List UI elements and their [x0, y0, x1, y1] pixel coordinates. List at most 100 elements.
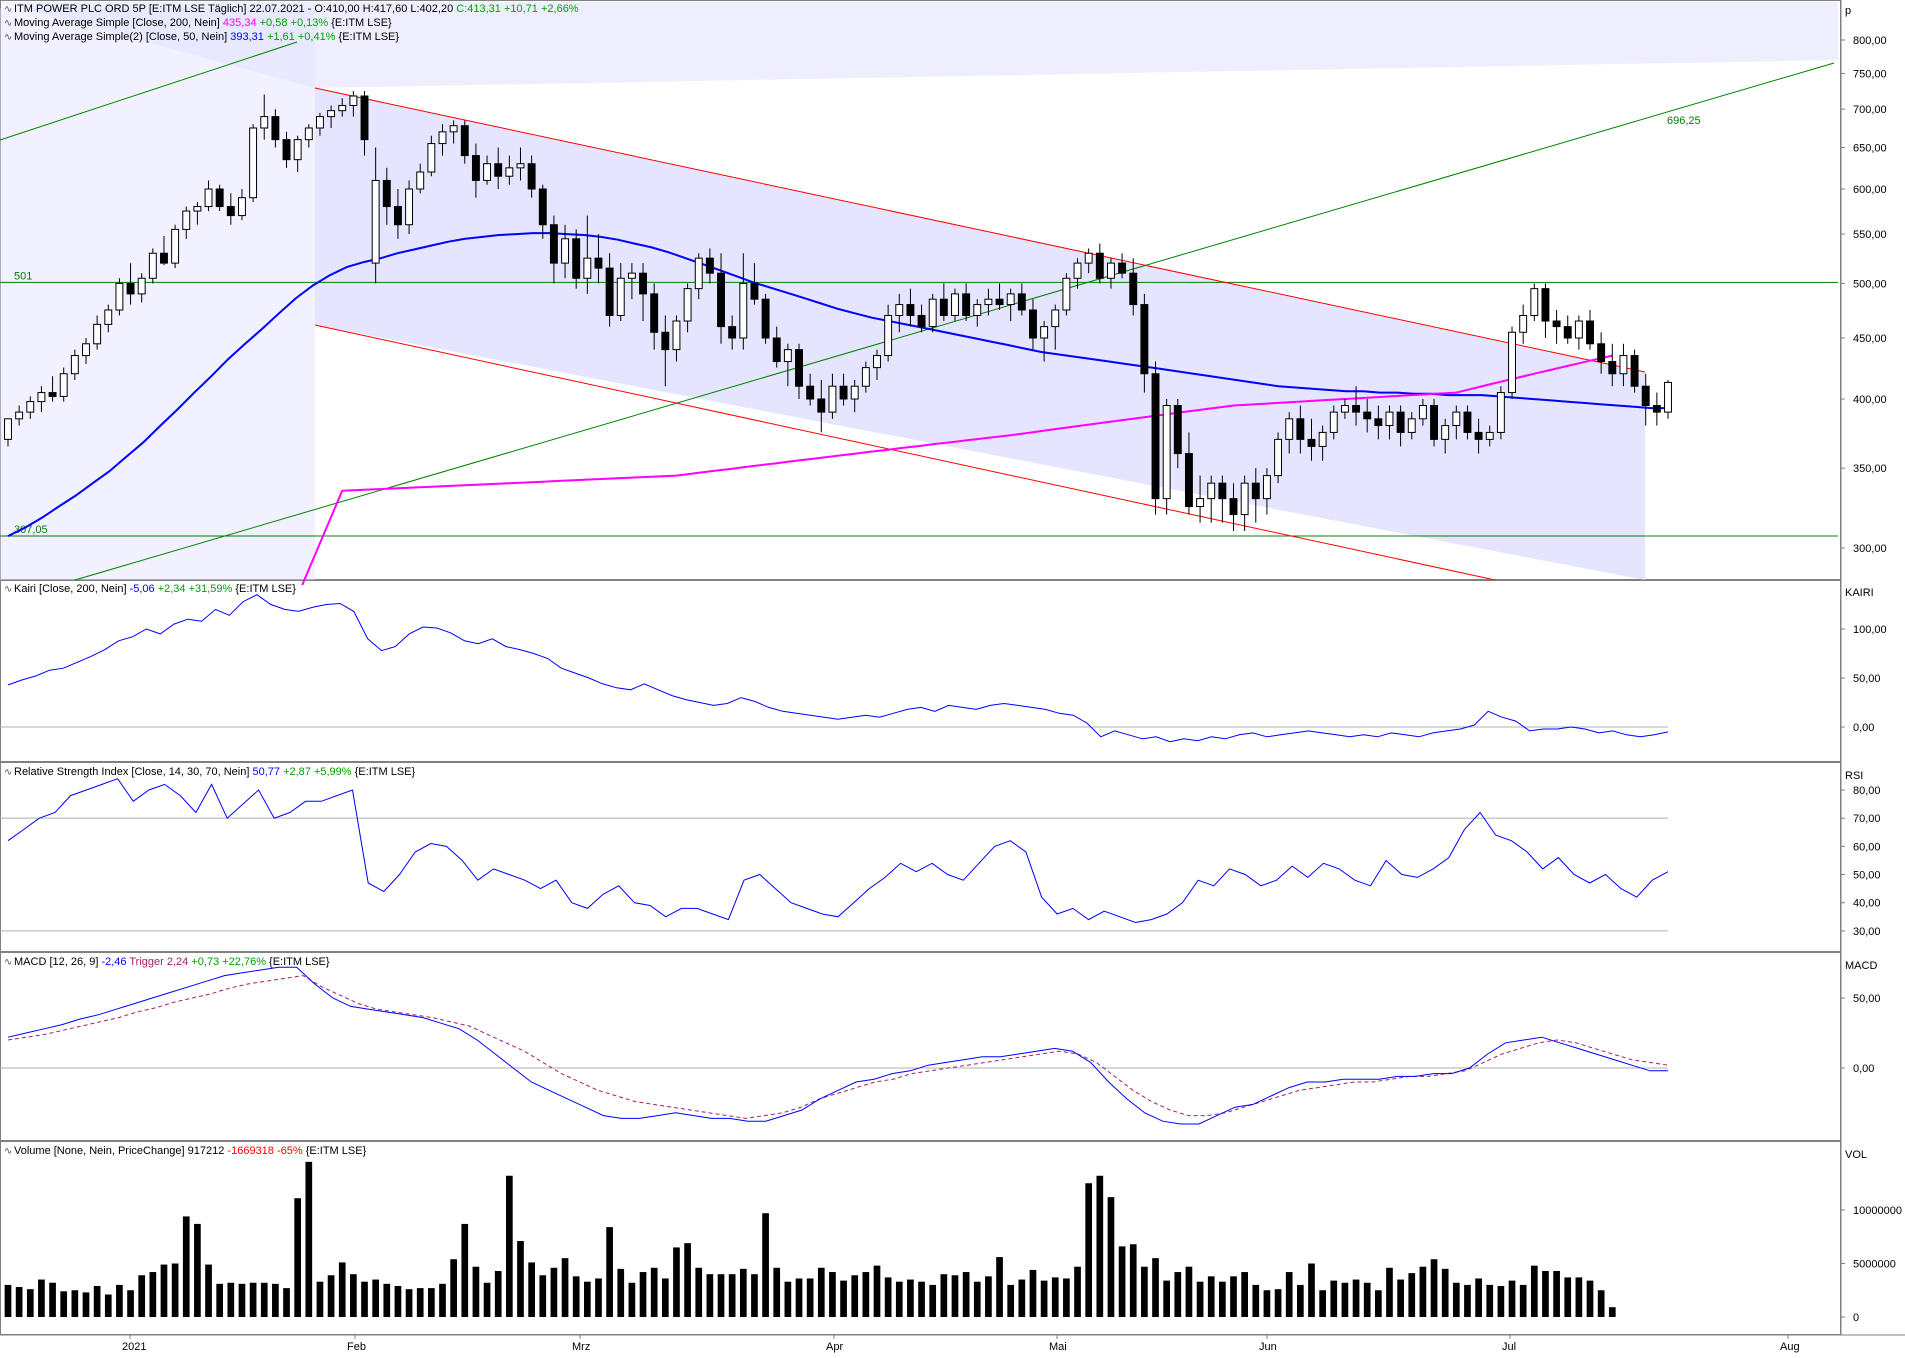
- volume-bar: [1486, 1284, 1494, 1317]
- candle-body: [627, 272, 636, 279]
- volume-bar: [394, 1285, 402, 1317]
- volume-bar: [1352, 1279, 1360, 1317]
- price-legend-main: ∿ ITM POWER PLC ORD 5P [E:ITM LSE Täglich…: [4, 2, 579, 17]
- volume-bar: [795, 1278, 803, 1317]
- candle-body: [873, 355, 881, 369]
- level-label-501: 501: [14, 270, 32, 282]
- candle-body: [1040, 326, 1049, 339]
- volume-bar: [260, 1282, 268, 1317]
- x-tick-label-2021: 2021: [122, 1341, 146, 1353]
- kairi-axis-label: KAIRI: [1845, 587, 1874, 599]
- candle-body: [483, 163, 492, 181]
- candle-body: [82, 343, 90, 357]
- candle-body: [705, 257, 714, 274]
- volume-bar: [272, 1283, 279, 1317]
- candle-body: [1452, 411, 1461, 427]
- kairi-tick-label: 0,00: [1853, 722, 1874, 734]
- candle-body: [1630, 355, 1639, 387]
- candle-body: [1619, 355, 1628, 375]
- candle-body: [772, 337, 781, 363]
- legend-part: {E:ITM LSE}: [328, 17, 392, 29]
- candle-body: [650, 293, 659, 333]
- candle-body: [572, 238, 581, 279]
- volume-bar: [517, 1241, 524, 1317]
- rsi-tick-label: 30,00: [1853, 926, 1881, 938]
- candle-body: [1307, 438, 1316, 447]
- volume-bar: [1196, 1281, 1204, 1317]
- candle-body: [1374, 418, 1383, 427]
- candle-body: [1608, 361, 1617, 375]
- candle-body: [583, 257, 592, 279]
- volume-bar: [506, 1175, 513, 1317]
- candle-body: [817, 398, 826, 413]
- candle-body: [783, 349, 792, 363]
- candle-body: [1652, 405, 1661, 413]
- candle-body: [226, 206, 235, 217]
- candle-body: [126, 282, 135, 295]
- rsi-tick-label: 50,00: [1853, 870, 1881, 882]
- volume-bar: [628, 1282, 636, 1317]
- volume-bar: [1274, 1289, 1282, 1317]
- x-tick-label-apr: Apr: [826, 1341, 843, 1353]
- candle-body: [683, 288, 692, 322]
- candle-body: [148, 252, 157, 279]
- volume-bar: [26, 1289, 34, 1317]
- volume-bar: [461, 1223, 469, 1317]
- macd-legend: ∿ MACD [12, 26, 9] -2,46 Trigger 2,24 +0,…: [4, 955, 330, 970]
- volume-bar: [940, 1274, 948, 1317]
- volume-bar: [1508, 1280, 1516, 1317]
- volume-bar: [1040, 1280, 1048, 1317]
- volume-bar: [483, 1282, 491, 1317]
- candle-body: [427, 143, 436, 173]
- volume-bar: [1074, 1266, 1081, 1317]
- legend-part: Trigger: [126, 956, 167, 968]
- volume-bar: [15, 1287, 23, 1317]
- candle-body: [1017, 293, 1026, 311]
- legend-part: 917212: [187, 1145, 225, 1157]
- candle-body: [438, 131, 447, 145]
- level-label-307: 307,05: [14, 524, 48, 536]
- candle-body: [795, 349, 803, 387]
- candles-group: [4, 90, 1672, 532]
- volume-bar: [494, 1270, 502, 1317]
- x-tick-label-aug: Aug: [1780, 1341, 1800, 1353]
- candle-body: [973, 304, 982, 316]
- macd-line: [7, 966, 1668, 1125]
- volume-legend: ∿ Volume [None, Nein, PriceChange] 917212…: [4, 1144, 366, 1159]
- candle-body: [1062, 277, 1071, 311]
- volume-bar: [728, 1274, 736, 1317]
- macd-panel-frame: [0, 952, 1841, 1141]
- kairi-tick-label: 100,00: [1853, 624, 1887, 636]
- candle-body: [1274, 438, 1283, 477]
- volume-bar: [450, 1259, 457, 1317]
- legend-part: +2,34 +31,59%: [154, 583, 233, 595]
- candle-body: [1597, 343, 1606, 363]
- volume-bar: [851, 1275, 859, 1317]
- volume-bar: [1018, 1279, 1026, 1317]
- volume-bar: [338, 1262, 346, 1317]
- line-icon: ∿: [4, 1146, 13, 1157]
- candle-body: [1329, 411, 1338, 433]
- x-tick-label-mai: Mai: [1049, 1341, 1067, 1353]
- price-tick-label: 650,00: [1853, 143, 1887, 155]
- candle-body: [1563, 326, 1572, 339]
- candle-body: [1363, 411, 1372, 420]
- candle-body: [1218, 482, 1227, 500]
- candle-body: [360, 95, 369, 141]
- legend-part: {E:ITM LSE}: [351, 766, 416, 778]
- candle-body: [249, 127, 258, 199]
- candle-body: [1474, 431, 1483, 440]
- volume-bar: [650, 1267, 658, 1317]
- volume-bar: [1497, 1285, 1505, 1317]
- volume-bar: [149, 1272, 157, 1317]
- volume-bar: [829, 1272, 836, 1317]
- candle-body: [215, 188, 224, 208]
- line-icon: ∿: [4, 32, 13, 43]
- volume-bar: [572, 1276, 580, 1317]
- volume-bar: [639, 1272, 647, 1317]
- volume-bar: [160, 1264, 168, 1317]
- volume-bar: [873, 1265, 881, 1317]
- candle-body: [884, 314, 893, 357]
- candle-body: [37, 392, 46, 403]
